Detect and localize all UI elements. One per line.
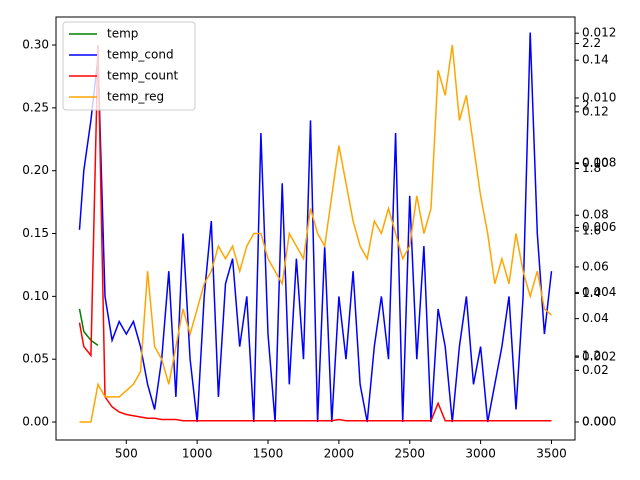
y-right-tick-label: 1.6 [582,223,601,237]
y-right-tick-label: 0.02 [582,363,609,377]
x-tick-label: 1500 [253,447,284,461]
x-tick-label: 2000 [324,447,355,461]
y-right-tick-label: 0.10 [582,156,609,170]
y-tick-label: 0.25 [22,100,49,114]
legend-label: temp_reg [107,90,164,104]
x-tick-label: 2500 [394,447,425,461]
y-right-tick-label: 0.002 [582,350,616,364]
x-tick-label: 500 [115,447,138,461]
series-line [78,44,552,422]
y-right-tick-label: 2.2 [582,36,601,50]
x-tick-label: 3000 [465,447,496,461]
y-right-tick-label: 1.8 [582,161,601,175]
y-right-tick-label: 0.14 [582,53,609,67]
y-right-tick-label: 0.06 [582,259,609,273]
y-tick-label: 0.15 [22,226,49,240]
x-tick-label: 3500 [536,447,567,461]
series-line [78,32,553,423]
y-right-tick-label: 1.2 [582,348,601,362]
y-tick-label: 0.05 [22,352,49,366]
y-right-tick-label: 0.010 [582,90,616,104]
legend-box [62,21,196,111]
y-right-tick-label: 0.12 [582,104,609,118]
series-line [79,44,552,423]
series-line [78,308,99,347]
y-right-tick-label: 0.000 [582,414,616,428]
y-tick-label: 0.00 [22,415,49,429]
y-right-tick-label: 2 [582,99,590,113]
y-right-tick-label: 1.4 [582,286,601,300]
y-tick-label: 0.20 [22,163,49,177]
plot-frame [55,16,576,441]
y-right-tick-label: 0.012 [582,26,616,40]
y-right-tick-label: 0.004 [582,285,616,299]
legend-label: temp [107,27,138,41]
y-right-tick-label: 0.04 [582,311,609,325]
y-right-tick-label: 0.008 [582,155,616,169]
y-right-tick-label: 0.00 [582,415,609,429]
y-right-tick-label: 0.006 [582,220,616,234]
legend-label: temp_cond [107,48,174,62]
x-tick-label: 1000 [182,447,213,461]
y-tick-label: 0.30 [22,38,49,52]
legend-label: temp_count [107,69,179,83]
y-right-tick-label: 0.08 [582,208,609,222]
y-tick-label: 0.10 [22,289,49,303]
